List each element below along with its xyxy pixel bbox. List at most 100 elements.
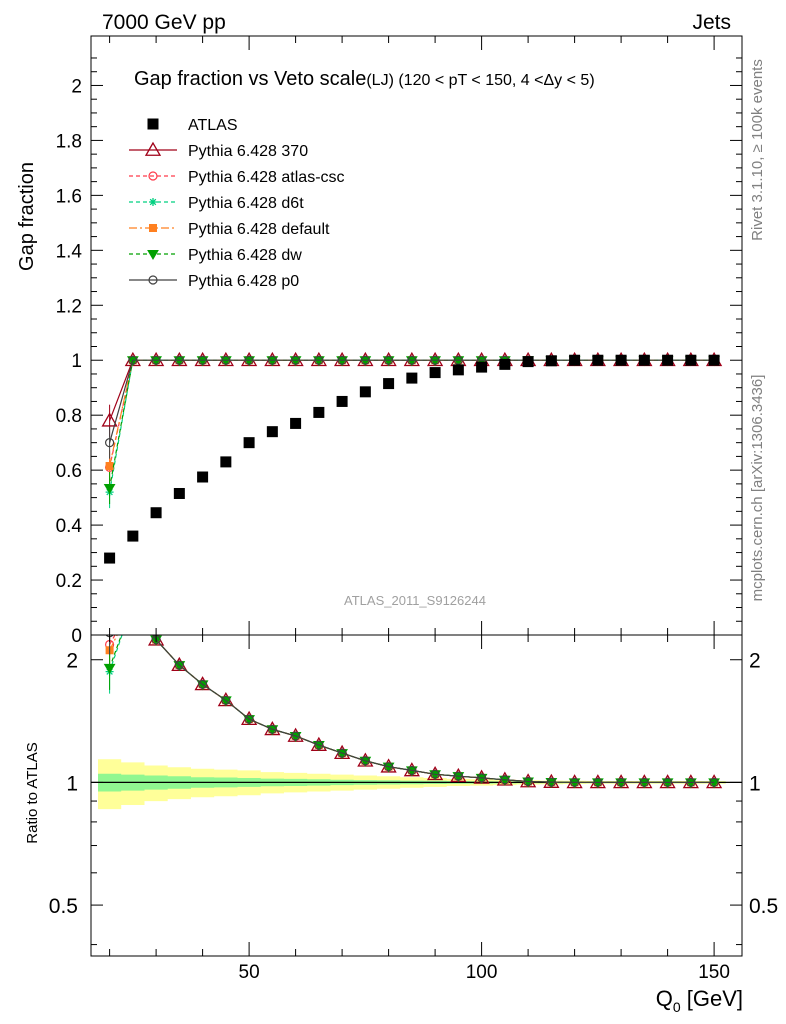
ratio-point-p0 — [523, 776, 533, 787]
ratio-point-p0 — [221, 695, 231, 705]
atlas-data-point — [638, 354, 650, 366]
point-p0 — [221, 355, 231, 365]
ratio-point-dw — [128, 600, 138, 609]
atlas-data-point — [499, 358, 511, 370]
main-axes: 0 0.2 0.4 0.6 0.8 1 1.2 1.4 1.6 1.8 2 — [56, 36, 742, 647]
legend-entry-data: ATLAS — [147, 117, 238, 134]
atlas-data-point — [290, 417, 302, 429]
y-tick-label: 0 — [71, 626, 82, 647]
ratio-point-p0 — [569, 777, 580, 788]
y-tick-label: 0.8 — [56, 406, 82, 427]
ratio-point-p0 — [593, 777, 603, 788]
point-p370 — [101, 412, 118, 427]
analysis-watermark: ATLAS_2011_S9126244 — [344, 593, 486, 608]
atlas-data-point — [592, 354, 604, 366]
ratio-point-p0 — [174, 660, 184, 670]
header-left: 7000 GeV pp — [102, 11, 226, 34]
ratio-point-p0 — [430, 769, 440, 779]
atlas-data-point — [197, 471, 209, 483]
y-tick-label: 1.2 — [56, 296, 82, 317]
ratio-point-p0 — [500, 775, 510, 785]
ratio-point-dw — [103, 663, 116, 674]
ratio-y-tick-label-left: 2 — [66, 650, 78, 673]
y-tick-label: 0.6 — [56, 461, 82, 482]
xlabel-unit: [GeV] — [681, 986, 743, 1011]
ratio-plot-frame — [90, 634, 743, 957]
y-tick-label: 1.8 — [56, 131, 82, 152]
y-tick-label: 1.4 — [56, 241, 83, 262]
main-subtitle: (LJ) (120 < pT < 150, 4 <Δy < 5) — [366, 72, 594, 89]
legend-entry-d6t: Pythia 6.428 d6t — [129, 195, 304, 212]
legend-label-d6t: Pythia 6.428 d6t — [188, 195, 304, 212]
ratio-axes: 0.5 0.5 1 1 2 2 50 100 150 — [49, 635, 778, 983]
y-tick-label: 1.6 — [56, 186, 82, 207]
main-title: Gap fraction vs Veto scale(LJ) (120 < pT… — [134, 68, 595, 90]
ratio-line-d6t — [109, 635, 715, 783]
legend-marker-p370 — [144, 141, 162, 156]
legend-label-dw: Pythia 6.428 dw — [188, 247, 302, 264]
atlas-data-point — [313, 406, 325, 418]
point-p0 — [151, 355, 161, 365]
ratio-point-p0 — [407, 765, 417, 776]
ratio-point-p0 — [546, 777, 556, 787]
point-p0 — [453, 355, 463, 365]
point-p0 — [198, 355, 208, 365]
ratio-ylabel: Ratio to ATLAS — [24, 742, 41, 843]
ratio-point-atlascsc — [129, 599, 137, 607]
atlas-data-point — [569, 354, 581, 366]
atlas-data-point — [662, 354, 674, 366]
atlas-data-point — [685, 354, 697, 366]
point-p0 — [337, 355, 347, 365]
atlas-data-point — [615, 354, 627, 366]
legend-entry-default: Pythia 6.428 default — [129, 221, 330, 238]
atlas-data-point — [429, 367, 441, 379]
ratio-series-p0 — [105, 635, 719, 788]
point-p0 — [244, 355, 254, 365]
ratio-point-p0 — [616, 777, 626, 788]
point-p0 — [267, 355, 277, 365]
ratio-point-p0 — [267, 724, 277, 734]
atlas-data-point — [383, 378, 395, 390]
header-right: Jets — [692, 11, 731, 34]
ratio-point-p0 — [662, 777, 673, 788]
ratio-series-dw — [103, 600, 720, 789]
ratio-point-p0 — [709, 777, 719, 788]
x-tick-label: 150 — [698, 962, 730, 983]
atlas-data-point — [127, 530, 139, 542]
ratio-xlabel: Q0 [GeV] — [656, 986, 743, 1015]
xlabel-main: Q — [656, 986, 673, 1011]
atlas-data-point — [150, 507, 162, 519]
series-atlas — [104, 354, 720, 564]
atlas-data-point — [708, 354, 720, 366]
ratio-y-tick-label-left: 0.5 — [49, 895, 78, 918]
legend-marker-atlascsc — [148, 171, 158, 181]
ratio-series-d6t — [105, 599, 719, 787]
atlas-data-point — [104, 552, 116, 564]
series-line-p370 — [109, 359, 715, 421]
ratio-line-p0 — [152, 635, 715, 783]
ratio-line-default — [109, 635, 715, 783]
y-tick-label: 0.2 — [56, 571, 82, 592]
legend-entry-atlascsc: Pythia 6.428 atlas-csc — [129, 169, 345, 186]
atlas-data-point — [220, 456, 232, 468]
ratio-series-atlascsc — [104, 599, 719, 788]
ratio-plot: 0.5 0.51 12 250 100 150 Ratio to ATLAS Q0 [Ge… — [24, 599, 778, 1015]
atlas-data-point — [359, 386, 371, 398]
ratio-y-tick-label-right: 2 — [749, 650, 761, 673]
ratio-point-p0 — [337, 748, 347, 758]
series-p0 — [104, 355, 719, 459]
point-p0 — [104, 438, 115, 448]
legend: ATLAS Pythia 6.428 370 Pythia 6.428 atlas-… — [129, 117, 345, 290]
legend-label-data: ATLAS — [188, 117, 238, 134]
main-plot-area — [101, 351, 723, 564]
ratio-series-default — [105, 635, 719, 787]
series-line-p0 — [109, 359, 715, 443]
ratio-point-p0 — [198, 679, 208, 689]
legend-marker-dw — [147, 250, 159, 260]
ratio-point-d6t — [129, 599, 137, 607]
ratio-plot-area — [91, 599, 742, 810]
main-title-text: Gap fraction vs Veto scale — [134, 68, 366, 90]
point-p0 — [174, 355, 184, 365]
atlas-data-point — [476, 361, 488, 373]
